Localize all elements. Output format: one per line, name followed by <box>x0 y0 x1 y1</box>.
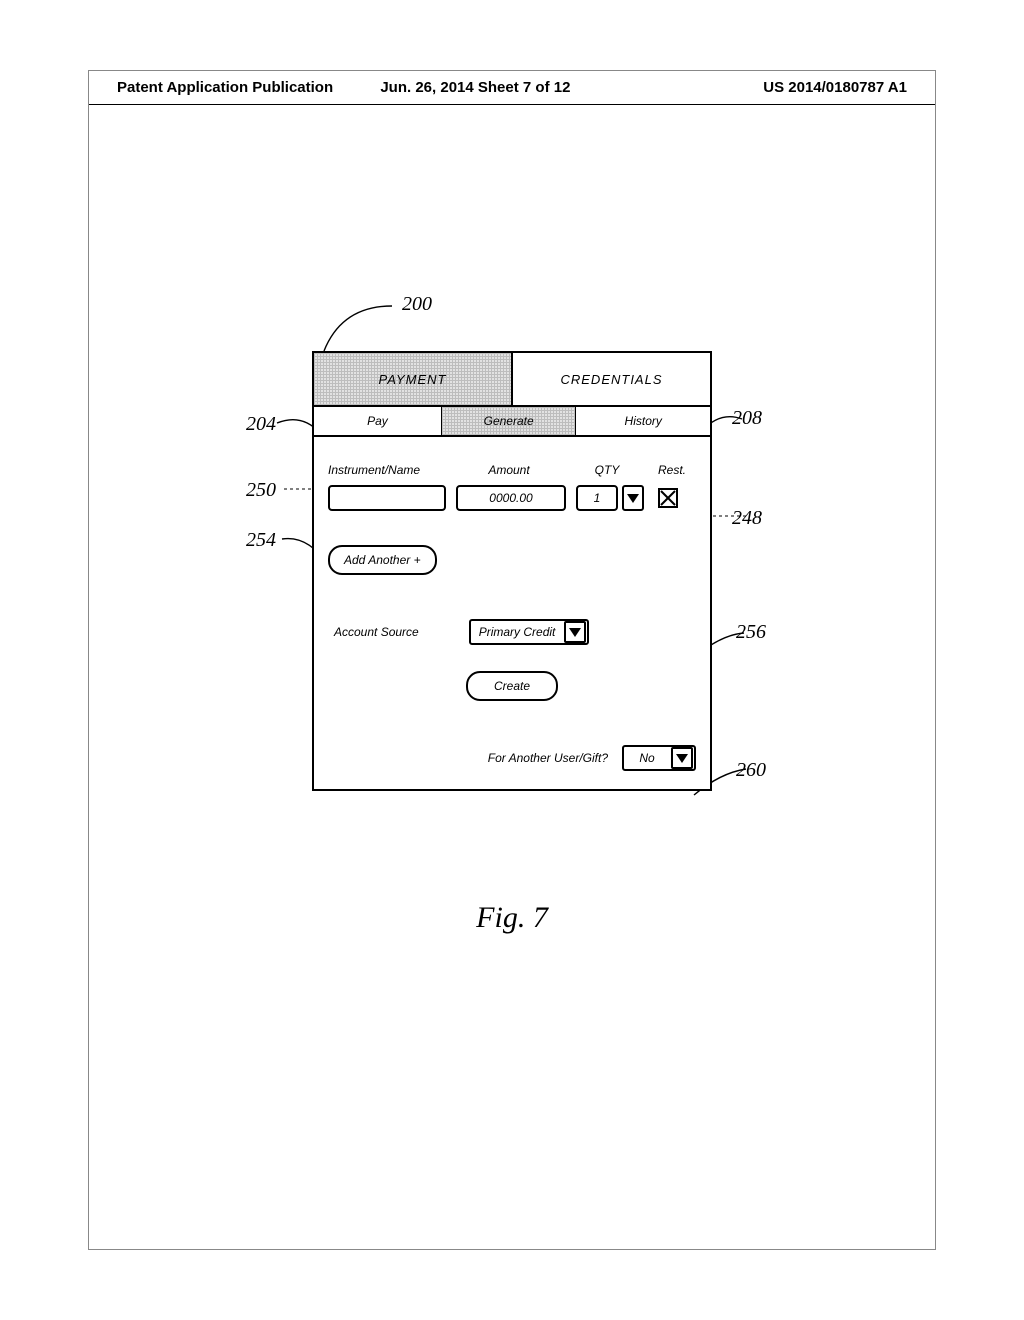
page-header: Patent Application Publication Jun. 26, … <box>89 71 935 105</box>
chevron-down-icon <box>627 494 639 503</box>
gift-label: For Another User/Gift? <box>488 751 608 765</box>
amount-input[interactable]: 0000.00 <box>456 485 566 511</box>
ref-200: 200 <box>402 293 432 316</box>
ref-204: 204 <box>246 413 276 436</box>
add-another-row: Add Another + <box>328 545 696 575</box>
gift-value: No <box>624 751 670 765</box>
add-another-button[interactable]: Add Another + <box>328 545 437 575</box>
col-instrument: Instrument/Name <box>328 463 446 477</box>
account-source-label: Account Source <box>334 625 419 639</box>
gift-select[interactable]: No <box>622 745 696 771</box>
tab-credentials[interactable]: CREDENTIALS <box>513 353 710 405</box>
account-source-dropdown-button[interactable] <box>564 621 586 643</box>
create-row: Create <box>328 671 696 701</box>
create-button[interactable]: Create <box>466 671 558 701</box>
subtab-history[interactable]: History <box>576 407 710 435</box>
header-mid: Jun. 26, 2014 Sheet 7 of 12 <box>380 79 643 96</box>
gift-dropdown-button[interactable] <box>671 747 693 769</box>
ref-260: 260 <box>736 759 766 782</box>
col-rest: Rest. <box>650 463 694 477</box>
ref-250: 250 <box>246 479 276 502</box>
input-row: 0000.00 1 <box>328 485 696 511</box>
col-qty: QTY <box>572 463 642 477</box>
col-amount: Amount <box>454 463 564 477</box>
page-frame: Patent Application Publication Jun. 26, … <box>88 70 936 1250</box>
instrument-name-input[interactable] <box>328 485 446 511</box>
rest-checkbox[interactable] <box>658 488 678 508</box>
figure-caption: Fig. 7 <box>89 901 935 935</box>
column-headers: Instrument/Name Amount QTY Rest. <box>328 463 696 477</box>
tab-payment[interactable]: PAYMENT <box>314 353 513 405</box>
sub-tabs: Pay Generate History <box>314 407 710 437</box>
header-right: US 2014/0180787 A1 <box>644 79 907 96</box>
ref-248: 248 <box>732 507 762 530</box>
header-left: Patent Application Publication <box>117 79 380 96</box>
qty-group: 1 <box>576 485 644 511</box>
account-source-row: Account Source Primary Credit <box>328 619 696 645</box>
account-source-value: Primary Credit <box>471 625 564 639</box>
gift-row: For Another User/Gift? No <box>328 745 696 771</box>
form-body: Instrument/Name Amount QTY Rest. 0000.00… <box>314 437 710 789</box>
subtab-pay[interactable]: Pay <box>314 407 442 435</box>
chevron-down-icon <box>676 754 688 763</box>
figure-wrap: 200 204 208 250 206 254 248 <box>89 351 935 791</box>
chevron-down-icon <box>569 628 581 637</box>
top-tabs: PAYMENT CREDENTIALS <box>314 353 710 407</box>
device-screen: PAYMENT CREDENTIALS Pay Generate History… <box>312 351 712 791</box>
subtab-generate[interactable]: Generate <box>442 407 577 435</box>
account-source-select[interactable]: Primary Credit <box>469 619 590 645</box>
ref-256: 256 <box>736 621 766 644</box>
qty-input[interactable]: 1 <box>576 485 618 511</box>
ref-208: 208 <box>732 407 762 430</box>
qty-dropdown-button[interactable] <box>622 485 644 511</box>
ref-254: 254 <box>246 529 276 552</box>
